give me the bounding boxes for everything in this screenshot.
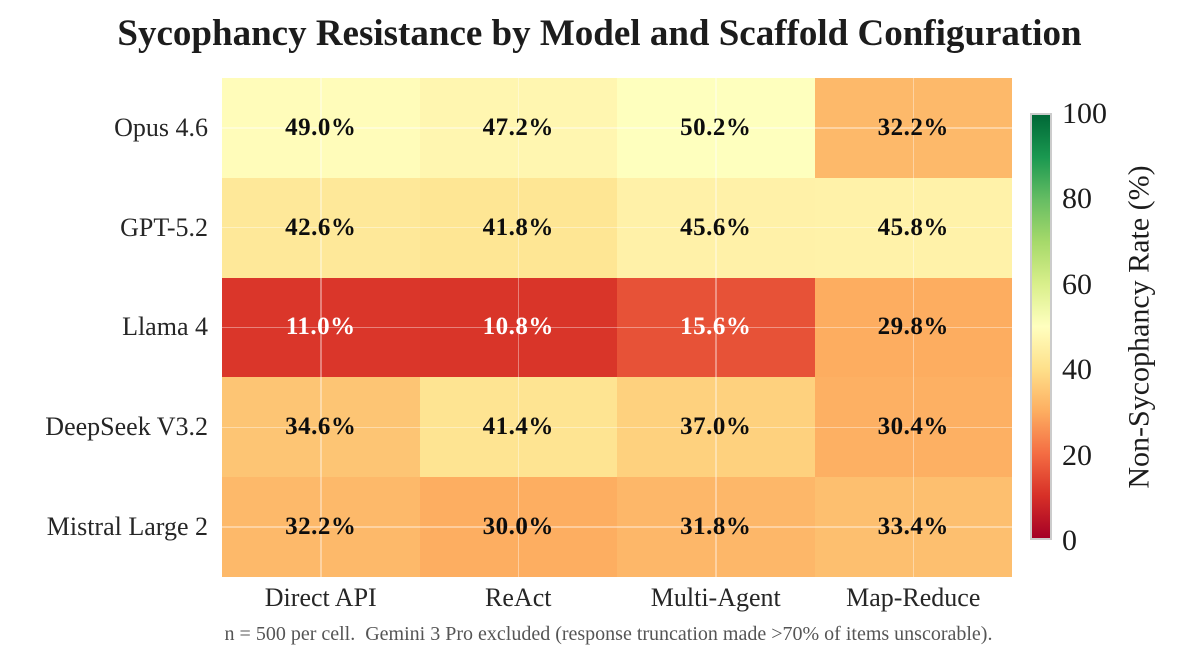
cell-value: 31.8% [680,513,752,541]
colorbar-tick-label: 100 [1062,97,1107,130]
gridline-vertical [517,78,519,577]
cell-value: 32.2% [285,513,357,541]
row-label: GPT-5.2 [120,212,208,242]
gridline-vertical [715,78,717,577]
gridline-horizontal [222,127,1012,129]
colorbar-tick-label: 60 [1062,267,1092,301]
cell-value: 15.6% [680,313,752,341]
heatmap-cell: 32.2% [222,477,420,577]
cell-value: 30.0% [482,513,554,541]
cell-value: 10.8% [482,313,554,341]
heatmap-cell: 29.8% [814,277,1012,378]
row-label: DeepSeek V3.2 [45,412,208,442]
heatmap-cell: 34.6% [222,377,420,478]
heatmap-cell: 30.0% [419,477,617,577]
gridline-vertical [912,78,914,577]
heatmap-cell: 33.4% [814,477,1012,577]
col-label: ReAct [485,583,552,612]
gridline-horizontal [222,526,1012,528]
cell-value: 45.6% [680,213,752,241]
col-label: Direct API [264,583,377,612]
heatmap-grid: 49.0% 47.2% 50.2% 32.2% 42.6% 41.8% 45.6% 45.8%… [222,78,1012,577]
cell-value: 29.8% [877,313,949,341]
cell-value: 32.2% [877,113,949,141]
cell-value: 30.4% [877,413,949,441]
row-label: Opus 4.6 [114,112,208,142]
heatmap-cell: 49.0% [222,78,420,178]
colorbar-gradient [1030,113,1052,540]
heatmap-cell: 41.4% [419,377,617,478]
gridline-horizontal [222,226,1012,229]
footnote: n = 500 per cell. Gemini 3 Pro excluded … [224,623,993,645]
cell-value: 41.4% [482,413,554,441]
colorbar-tick-label: 20 [1062,438,1092,472]
colorbar-tick-label: 0 [1062,524,1077,557]
col-label: Map-Reduce [846,583,981,612]
heatmap-cell: 47.2% [419,78,617,178]
heatmap-cell: 42.6% [222,177,420,278]
colorbar-axis-label: Non-Sycophancy Rate (%) [1123,164,1157,489]
heatmap-cell: 31.8% [617,477,815,577]
cell-value: 33.4% [877,513,949,541]
row-label: Llama 4 [122,312,208,342]
cell-value: 49.0% [285,113,357,141]
cell-value: 42.6% [285,213,357,241]
cell-value: 34.6% [285,413,357,441]
cell-value: 41.8% [482,213,554,241]
heatmap-cell: 41.8% [419,177,617,278]
heatmap-cell: 32.2% [814,78,1012,178]
gridline-vertical [320,78,322,577]
colorbar-tick-label: 40 [1062,353,1092,387]
row-label: Mistral Large 2 [46,512,208,542]
cell-value: 45.8% [877,213,949,241]
cell-value: 50.2% [680,113,752,141]
col-label: Multi-Agent [650,583,781,612]
heatmap-cell: 50.2% [617,78,815,178]
cell-value: 37.0% [680,413,752,441]
heatmap-cell: 37.0% [617,377,815,478]
heatmap-cell: 30.4% [814,377,1012,478]
heatmap-cell: 45.6% [617,177,815,278]
cell-value: 47.2% [482,113,554,141]
colorbar-tick-label: 80 [1062,182,1092,216]
page-title: Sycophancy Resistance by Model and Scaff… [117,13,1082,54]
gridline-horizontal [222,426,1012,429]
heatmap-cell: 45.8% [814,177,1012,278]
colorbar-label-wrap: Non-Sycophancy Rate (%) [1118,113,1162,540]
cell-value: 11.0% [285,313,356,341]
heatmap-cell: 11.0% [222,277,420,378]
gridline-horizontal [222,326,1012,329]
heatmap-cell: 10.8% [419,277,617,378]
heatmap-cell: 15.6% [617,277,815,378]
